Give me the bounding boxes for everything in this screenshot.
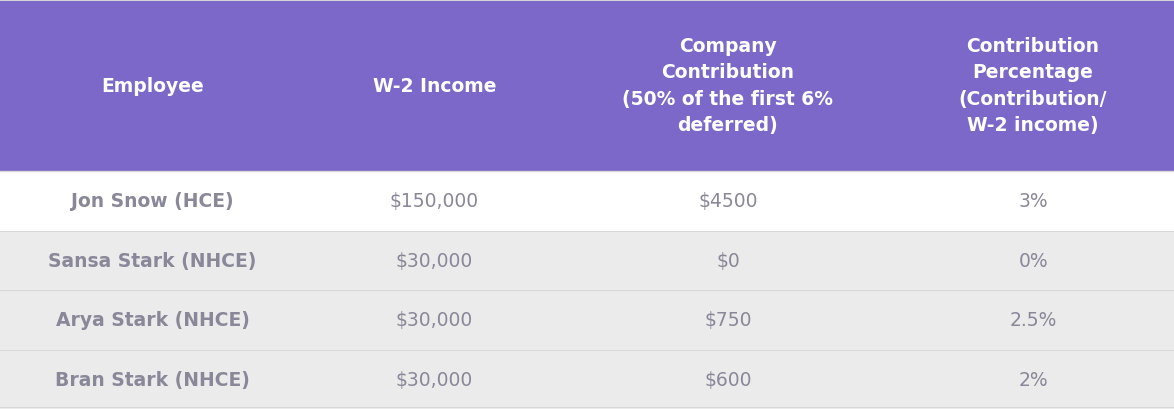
- Text: Contribution
Percentage
(Contribution/
W-2 income): Contribution Percentage (Contribution/ W…: [959, 37, 1107, 135]
- Bar: [0, 290, 1174, 350]
- Text: 3%: 3%: [1018, 192, 1048, 211]
- Text: 0%: 0%: [1018, 251, 1048, 270]
- Text: Bran Stark (NHCE): Bran Stark (NHCE): [55, 370, 250, 389]
- Text: Sansa Stark (NHCE): Sansa Stark (NHCE): [48, 251, 257, 270]
- Text: W-2 Income: W-2 Income: [372, 76, 497, 95]
- Text: Employee: Employee: [101, 76, 204, 95]
- Text: Company
Contribution
(50% of the first 6%
deferred): Company Contribution (50% of the first 6…: [622, 37, 834, 135]
- Text: Arya Stark (NHCE): Arya Stark (NHCE): [55, 310, 250, 330]
- Bar: [0, 172, 1174, 231]
- Bar: [0, 0, 1174, 172]
- Text: $30,000: $30,000: [396, 370, 473, 389]
- Bar: [0, 350, 1174, 409]
- Text: 2.5%: 2.5%: [1010, 310, 1057, 330]
- Text: $0: $0: [716, 251, 740, 270]
- Text: 2%: 2%: [1018, 370, 1048, 389]
- Text: $750: $750: [704, 310, 751, 330]
- Text: $30,000: $30,000: [396, 310, 473, 330]
- Bar: [0, 231, 1174, 290]
- Text: Jon Snow (HCE): Jon Snow (HCE): [72, 192, 234, 211]
- Text: $30,000: $30,000: [396, 251, 473, 270]
- Text: $4500: $4500: [699, 192, 757, 211]
- Text: $150,000: $150,000: [390, 192, 479, 211]
- Text: $600: $600: [704, 370, 751, 389]
